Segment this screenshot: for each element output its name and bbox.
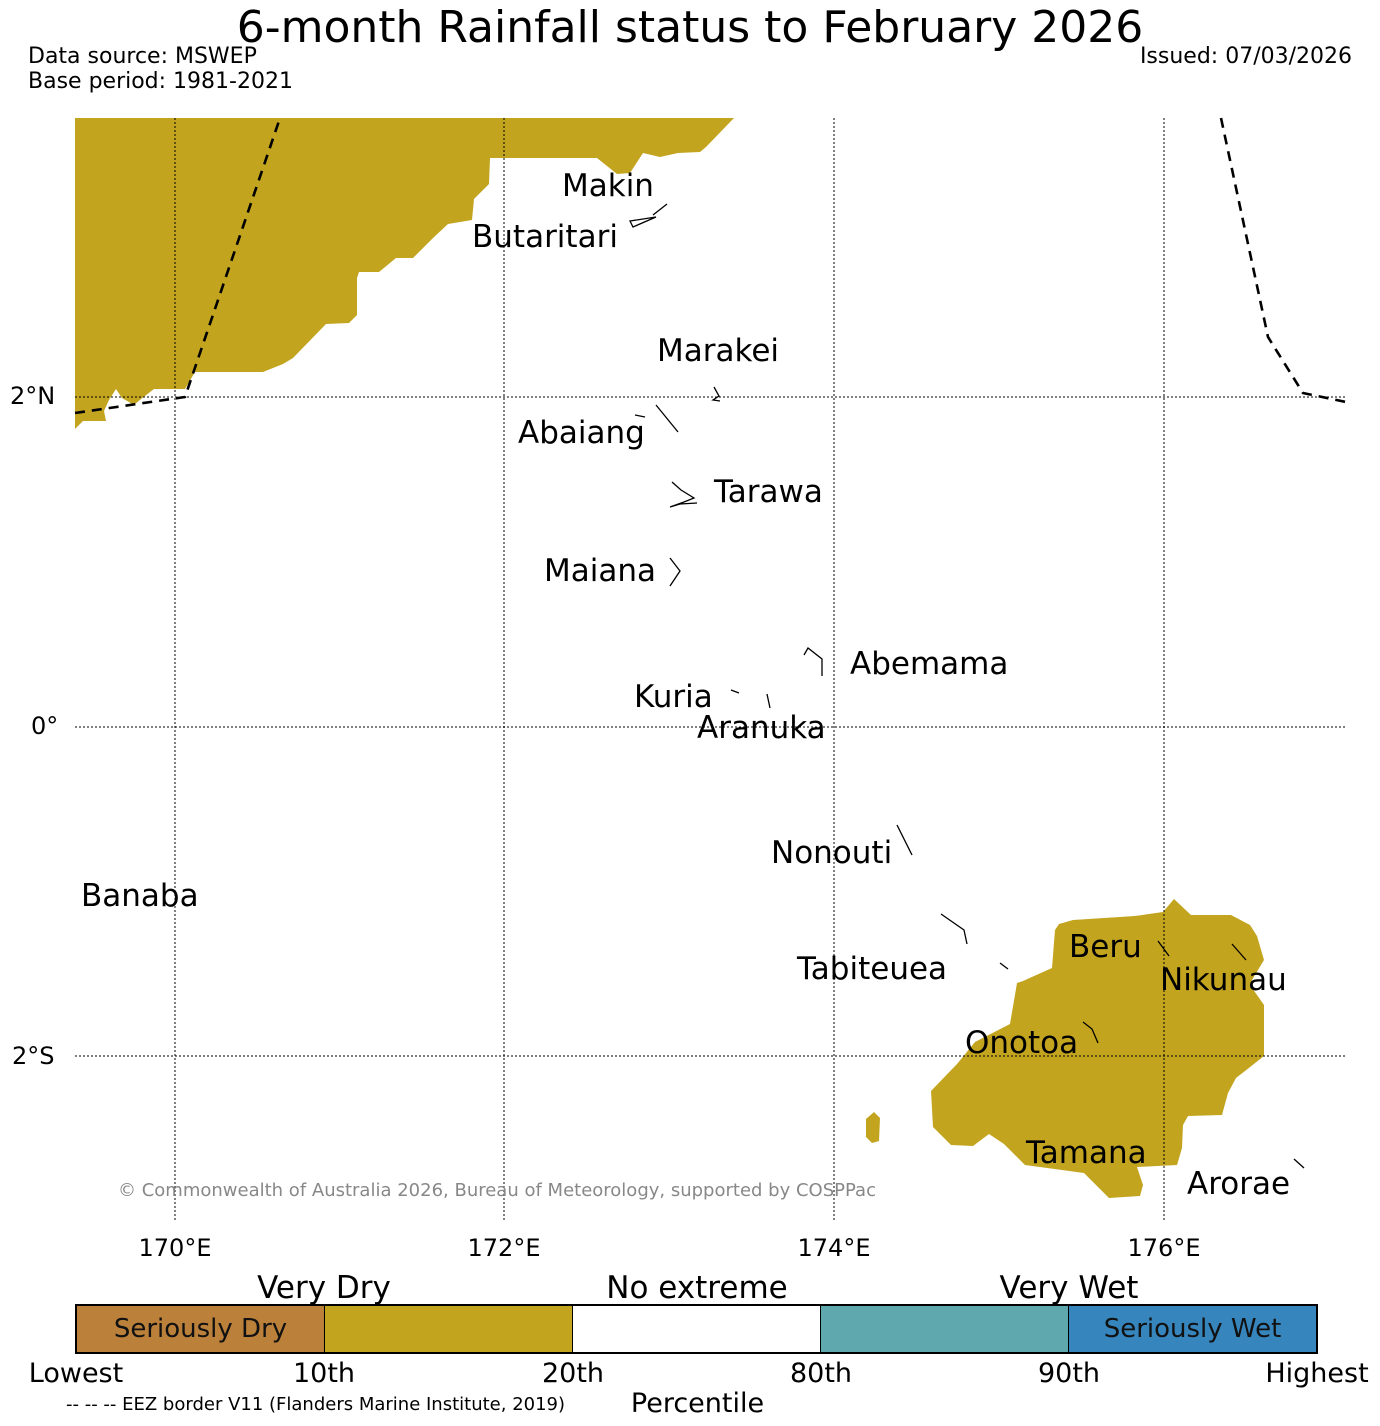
legend-tick-80th: 80th	[789, 1358, 853, 1389]
atoll-nonouti	[896, 824, 913, 856]
data-source: Data source: MSWEP	[28, 44, 257, 69]
atoll-nikunau	[1231, 943, 1247, 961]
atoll-aranuka	[766, 693, 771, 709]
island-label-banaba: Banaba	[81, 878, 199, 914]
legend-category-very-dry: Very Dry	[257, 1270, 391, 1306]
atoll-makin	[652, 203, 668, 216]
lon-label-170e: 170°E	[138, 1234, 212, 1262]
island-label-beru: Beru	[1069, 929, 1142, 965]
legend-segment-very-wet	[820, 1306, 1068, 1352]
atoll-kuria	[730, 689, 740, 694]
atoll-butaritari	[629, 216, 657, 228]
legend-segment-seriously-wet: Seriously Wet	[1068, 1306, 1316, 1352]
very-dry-region-south	[931, 899, 1264, 1198]
island-label-aranuka: Aranuka	[697, 710, 826, 746]
island-label-butaritari: Butaritari	[472, 219, 618, 255]
very-dry-region-north	[75, 118, 734, 429]
island-label-onotoa: Onotoa	[965, 1025, 1079, 1061]
lon-label-174e: 174°E	[797, 1234, 871, 1262]
atoll-tabiteuea-south	[999, 962, 1009, 970]
lat-label-equator: 0°	[31, 712, 59, 740]
island-label-arorae: Arorae	[1187, 1166, 1291, 1202]
lat-label-2s: 2°S	[12, 1042, 55, 1070]
island-label-nonouti: Nonouti	[771, 835, 893, 871]
legend-tick-20th: 20th	[541, 1358, 605, 1389]
island-label-nikunau: Nikunau	[1160, 962, 1287, 998]
eez-border-note: -- -- -- EEZ border V11 (Flanders Marine…	[66, 1394, 566, 1415]
island-label-kuria: Kuria	[634, 679, 713, 715]
atoll-marakei	[711, 386, 721, 402]
legend-segment-no-extreme	[572, 1306, 820, 1352]
base-period: Base period: 1981-2021	[28, 69, 293, 94]
lon-label-176e: 176°E	[1127, 1234, 1201, 1262]
atoll-tabiteuea-north	[940, 913, 968, 945]
atoll-maiana	[669, 557, 681, 587]
legend-tick-lowest: Lowest	[28, 1358, 124, 1389]
legend-segment-very-dry	[324, 1306, 572, 1352]
island-label-tamana: Tamana	[1026, 1135, 1147, 1171]
legend-category-no-extreme: No extreme	[606, 1270, 788, 1306]
atoll-beru	[1157, 940, 1170, 957]
island-label-tarawa: Tarawa	[714, 474, 823, 510]
very-dry-islet	[866, 1112, 880, 1143]
legend-tick-90th: 90th	[1037, 1358, 1101, 1389]
legend-category-very-wet: Very Wet	[999, 1270, 1139, 1306]
island-label-abaiang: Abaiang	[518, 415, 645, 451]
issued-date: Issued: 07/03/2026	[1139, 44, 1352, 69]
island-label-maiana: Maiana	[544, 553, 656, 589]
legend-tick-10th: 10th	[292, 1358, 356, 1389]
island-label-abemama: Abemama	[850, 646, 1009, 682]
island-label-makin: Makin	[562, 168, 654, 204]
eez-border-west	[74, 117, 282, 415]
atoll-tarawa	[669, 481, 698, 508]
legend-segment-seriously-dry: Seriously Dry	[77, 1306, 324, 1352]
atoll-abaiang	[655, 404, 679, 433]
island-label-marakei: Marakei	[657, 333, 780, 369]
lat-label-2n: 2°N	[10, 382, 56, 410]
lon-label-172e: 172°E	[467, 1234, 541, 1262]
atoll-arorae	[1293, 1158, 1305, 1169]
copyright-notice: © Commonwealth of Australia 2026, Bureau…	[118, 1180, 876, 1201]
map-title: 6-month Rainfall status to February 2026	[236, 2, 1144, 53]
island-label-tabiteuea: Tabiteuea	[797, 951, 948, 987]
atoll-abaiang-islet	[634, 414, 646, 418]
atoll-abemama	[803, 647, 823, 676]
legend-axis-title: Percentile	[630, 1388, 765, 1419]
atoll-onotoa	[1082, 1021, 1099, 1044]
legend-tick-highest: Highest	[1265, 1358, 1369, 1389]
eez-border-east	[1219, 117, 1347, 404]
legend-colorbar: Seriously Dry Seriously Wet	[75, 1304, 1318, 1354]
